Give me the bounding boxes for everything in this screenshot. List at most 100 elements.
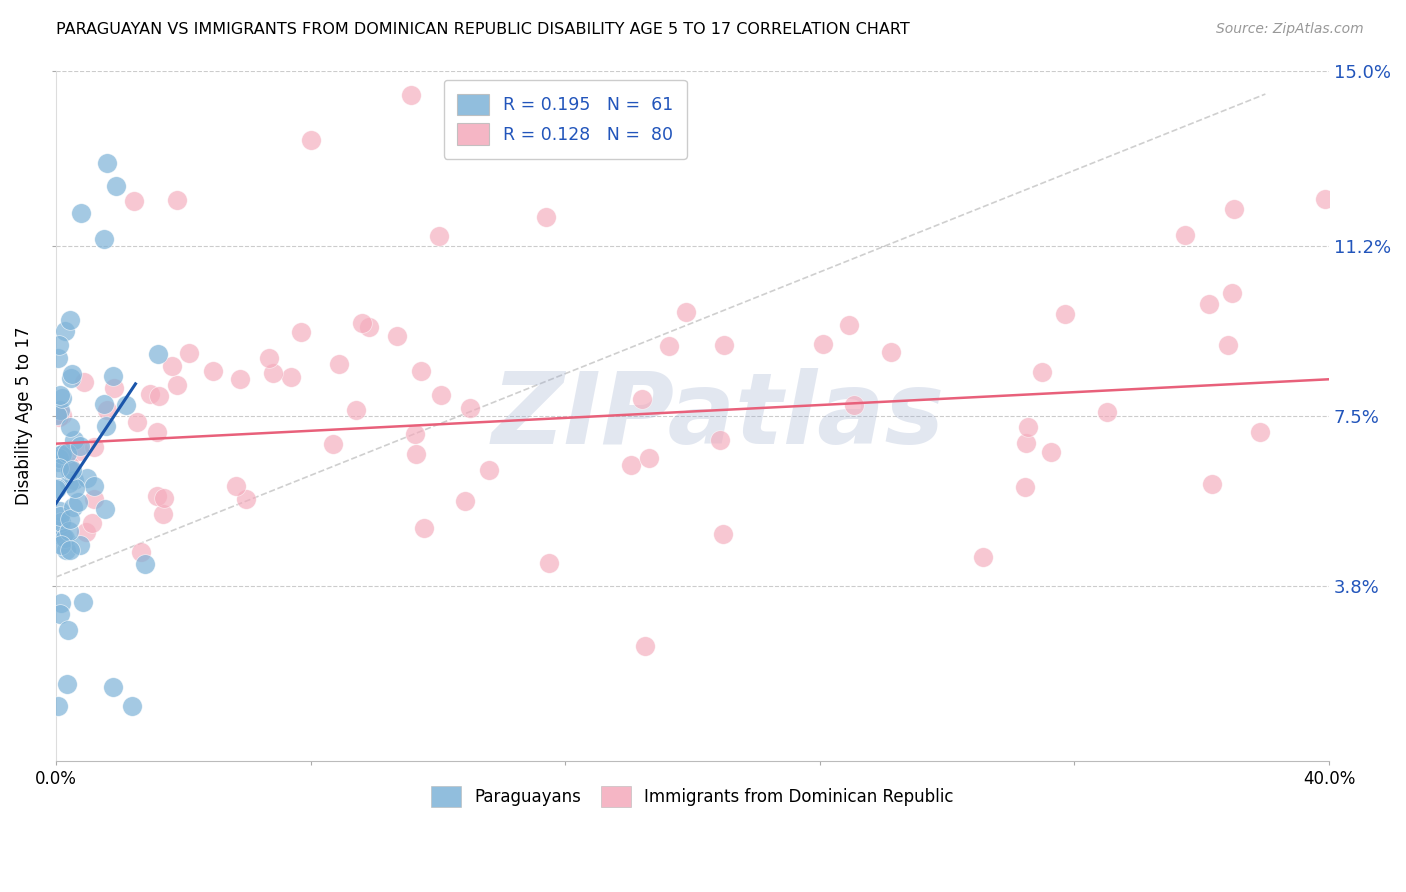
Point: [93, 232, 115, 246]
Point: [55, 543, 77, 558]
Point: [1097, 405, 1119, 419]
Point: [1249, 425, 1271, 439]
Point: [56, 623, 79, 637]
Point: [49, 387, 72, 401]
Point: [160, 359, 183, 373]
Point: [412, 521, 434, 535]
Point: [59, 313, 82, 327]
Point: [96, 403, 118, 417]
Point: [620, 458, 643, 473]
Point: [69, 439, 91, 453]
Point: [1031, 365, 1053, 379]
Point: [59, 419, 82, 434]
Point: [58, 475, 80, 490]
Point: [166, 193, 188, 207]
Point: [1198, 297, 1220, 311]
Point: [429, 388, 451, 402]
Point: [45, 408, 67, 422]
Point: [66, 495, 89, 509]
Point: [46, 351, 69, 366]
Point: [49, 403, 72, 417]
Point: [46, 520, 69, 534]
Text: Source: ZipAtlas.com: Source: ZipAtlas.com: [1216, 22, 1364, 37]
Point: [1222, 286, 1244, 301]
Point: [352, 316, 374, 330]
Point: [105, 179, 128, 194]
Point: [103, 681, 125, 695]
Point: [122, 194, 145, 209]
Point: [152, 491, 174, 506]
Point: [101, 368, 124, 383]
Text: PARAGUAYAN VS IMMIGRANTS FROM DOMINICAN REPUBLIC DISABILITY AGE 5 TO 17 CORRELAT: PARAGUAYAN VS IMMIGRANTS FROM DOMINICAN …: [56, 22, 910, 37]
Point: [1053, 307, 1076, 321]
Point: [1201, 477, 1223, 491]
Point: [121, 698, 143, 713]
Point: [73, 376, 96, 390]
Point: [1222, 202, 1244, 216]
Point: [94, 418, 117, 433]
Point: [1039, 445, 1062, 459]
Point: [145, 425, 167, 439]
Point: [344, 403, 367, 417]
Point: [534, 210, 557, 224]
Point: [83, 440, 105, 454]
Point: [46, 481, 69, 495]
Point: [322, 437, 344, 451]
Point: [257, 351, 280, 365]
Point: [235, 492, 257, 507]
Point: [1218, 338, 1240, 352]
Point: [299, 133, 322, 147]
Y-axis label: Disability Age 5 to 17: Disability Age 5 to 17: [15, 326, 32, 506]
Point: [262, 366, 284, 380]
Point: [139, 387, 162, 401]
Point: [62, 500, 84, 514]
Point: [404, 426, 426, 441]
Point: [45, 482, 67, 496]
Point: [844, 398, 866, 412]
Point: [811, 337, 834, 351]
Point: [93, 397, 115, 411]
Point: [67, 443, 90, 458]
Point: [152, 507, 174, 521]
Point: [83, 479, 105, 493]
Point: [51, 391, 73, 405]
Point: [675, 305, 697, 319]
Point: [49, 504, 72, 518]
Point: [166, 377, 188, 392]
Point: [1174, 227, 1197, 242]
Point: [49, 515, 72, 529]
Point: [59, 511, 82, 525]
Point: [49, 596, 72, 610]
Point: [405, 447, 427, 461]
Point: [51, 447, 73, 461]
Point: [129, 544, 152, 558]
Point: [631, 392, 654, 406]
Point: [838, 318, 860, 332]
Point: [127, 415, 149, 429]
Point: [48, 410, 70, 425]
Point: [225, 479, 247, 493]
Point: [134, 558, 156, 572]
Point: [713, 337, 735, 351]
Point: [229, 372, 252, 386]
Point: [145, 489, 167, 503]
Point: [658, 339, 681, 353]
Point: [48, 450, 70, 465]
Point: [1017, 420, 1039, 434]
Point: [328, 357, 350, 371]
Point: [429, 228, 451, 243]
Point: [409, 364, 432, 378]
Point: [63, 481, 86, 495]
Point: [49, 607, 72, 621]
Point: [458, 401, 481, 416]
Point: [280, 370, 302, 384]
Point: [290, 325, 312, 339]
Point: [53, 532, 76, 546]
Point: [94, 502, 117, 516]
Point: [201, 364, 224, 378]
Point: [399, 88, 422, 103]
Point: [51, 409, 73, 423]
Point: [177, 346, 200, 360]
Point: [69, 538, 91, 552]
Point: [96, 156, 118, 170]
